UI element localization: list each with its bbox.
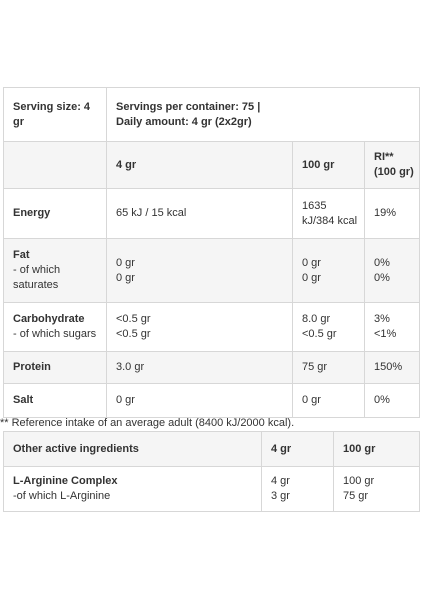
value-4gr: 0 gr 0 gr (106, 238, 293, 303)
value-100gr: 0 gr (292, 383, 365, 418)
nutrient-sub2: saturates (13, 279, 59, 291)
serving-row: Serving size: 4 gr Servings per containe… (3, 87, 421, 142)
value-100gr-line2: <0.5 gr (302, 328, 337, 340)
nutrient-name: Salt (3, 383, 107, 418)
nutrient-name: Fat (13, 249, 30, 261)
ingredient-sub: -of which L-Arginine (13, 490, 111, 502)
active-header-row: Other active ingredients 4 gr 100 gr (3, 431, 420, 467)
header-ri-line2: (100 gr) (374, 166, 414, 178)
header-ri-line1: RI** (374, 151, 394, 163)
value-ri: 3% <1% (363, 302, 421, 352)
value-100gr-line2: 75 gr (343, 490, 369, 502)
footnote: ** Reference intake of an average adult … (0, 417, 295, 429)
active-header-4gr: 4 gr (261, 431, 334, 467)
value-4gr: <0.5 gr <0.5 gr (106, 302, 293, 352)
ingredient-name: L-Arginine Complex (13, 475, 118, 487)
nutrient-sub: - of which sugars (13, 328, 97, 340)
value-100gr-line2: kJ/384 kcal (302, 214, 358, 227)
value-100gr-line2: 0 gr (302, 271, 321, 284)
active-header-100gr: 100 gr (333, 431, 420, 467)
serving-size: Serving size: 4 (13, 100, 91, 113)
table-row: L-Arginine Complex -of which L-Arginine … (3, 466, 420, 512)
header-ri: RI** (100 gr) (363, 141, 421, 189)
value-100gr-line1: 0 gr (302, 256, 321, 269)
table-row: Protein 3.0 gr 75 gr 150% (3, 351, 421, 384)
nutrient-name: Protein (3, 351, 107, 384)
header-100gr: 100 gr (292, 141, 365, 189)
value-ri-line2: 0% (374, 271, 390, 284)
serving-size-cell: Serving size: 4 gr (3, 87, 107, 142)
value-100gr: 8.0 gr <0.5 gr (292, 302, 365, 352)
value-4gr-line1: <0.5 gr (116, 313, 151, 325)
active-header-label: Other active ingredients (3, 431, 262, 467)
value-ri: 0% 0% (363, 238, 421, 303)
table-row: Energy 65 kJ / 15 kcal 1635 kJ/384 kcal … (3, 188, 421, 239)
nutrition-header-row: 4 gr 100 gr RI** (100 gr) (3, 141, 421, 189)
ingredient-name-cell: L-Arginine Complex -of which L-Arginine (3, 466, 262, 512)
value-100gr-line1: 100 gr (343, 475, 375, 487)
value-ri: 0% (363, 383, 421, 418)
servings-cell: Servings per container: 75 | Daily amoun… (105, 87, 421, 142)
value-100gr: 1635 kJ/384 kcal (292, 188, 365, 239)
value-100gr: 0 gr 0 gr (292, 238, 365, 303)
header-blank (3, 141, 107, 189)
value-ri-line1: 3% (374, 313, 390, 325)
nutrient-name-cell: Fat - of which saturates (3, 238, 107, 303)
value-100gr-line1: 1635 (302, 199, 327, 212)
value-4gr: 65 kJ / 15 kcal (106, 188, 293, 239)
value-100gr-line1: 8.0 gr (302, 313, 331, 325)
value-4gr-line1: 4 gr (271, 475, 290, 487)
nutrient-name-cell: Carbohydrate - of which sugars (3, 302, 107, 352)
nutrient-name: Energy (3, 188, 107, 239)
value-ri: 19% (363, 188, 421, 239)
active-ingredients-table: Other active ingredients 4 gr 100 gr L-A… (3, 431, 420, 512)
value-4gr: 0 gr (106, 383, 293, 418)
serving-size-unit: gr (13, 115, 24, 128)
nutrient-name: Carbohydrate (13, 313, 85, 325)
value-ri-line1: 0% (374, 256, 390, 269)
table-row: Fat - of which saturates 0 gr 0 gr 0 gr … (3, 238, 421, 303)
value-4gr: 4 gr 3 gr (261, 466, 334, 512)
daily-amount: Daily amount: 4 gr (2x2gr) (116, 115, 252, 128)
value-ri: 150% (363, 351, 421, 384)
nutrient-sub: - of which (13, 264, 61, 276)
value-4gr: 3.0 gr (106, 351, 293, 384)
value-4gr-line1: 0 gr (116, 256, 135, 269)
servings-per-container: Servings per container: 75 | (116, 100, 261, 113)
value-4gr-line2: <0.5 gr (116, 328, 151, 340)
value-4gr-line2: 0 gr (116, 271, 135, 284)
nutrition-table: Serving size: 4 gr Servings per containe… (3, 87, 421, 418)
table-row: Carbohydrate - of which sugars <0.5 gr <… (3, 302, 421, 352)
value-100gr: 100 gr 75 gr (333, 466, 420, 512)
value-ri-line2: <1% (374, 328, 397, 340)
table-row: Salt 0 gr 0 gr 0% (3, 383, 421, 418)
header-4gr: 4 gr (106, 141, 293, 189)
value-4gr-line2: 3 gr (271, 490, 290, 502)
value-100gr: 75 gr (292, 351, 365, 384)
